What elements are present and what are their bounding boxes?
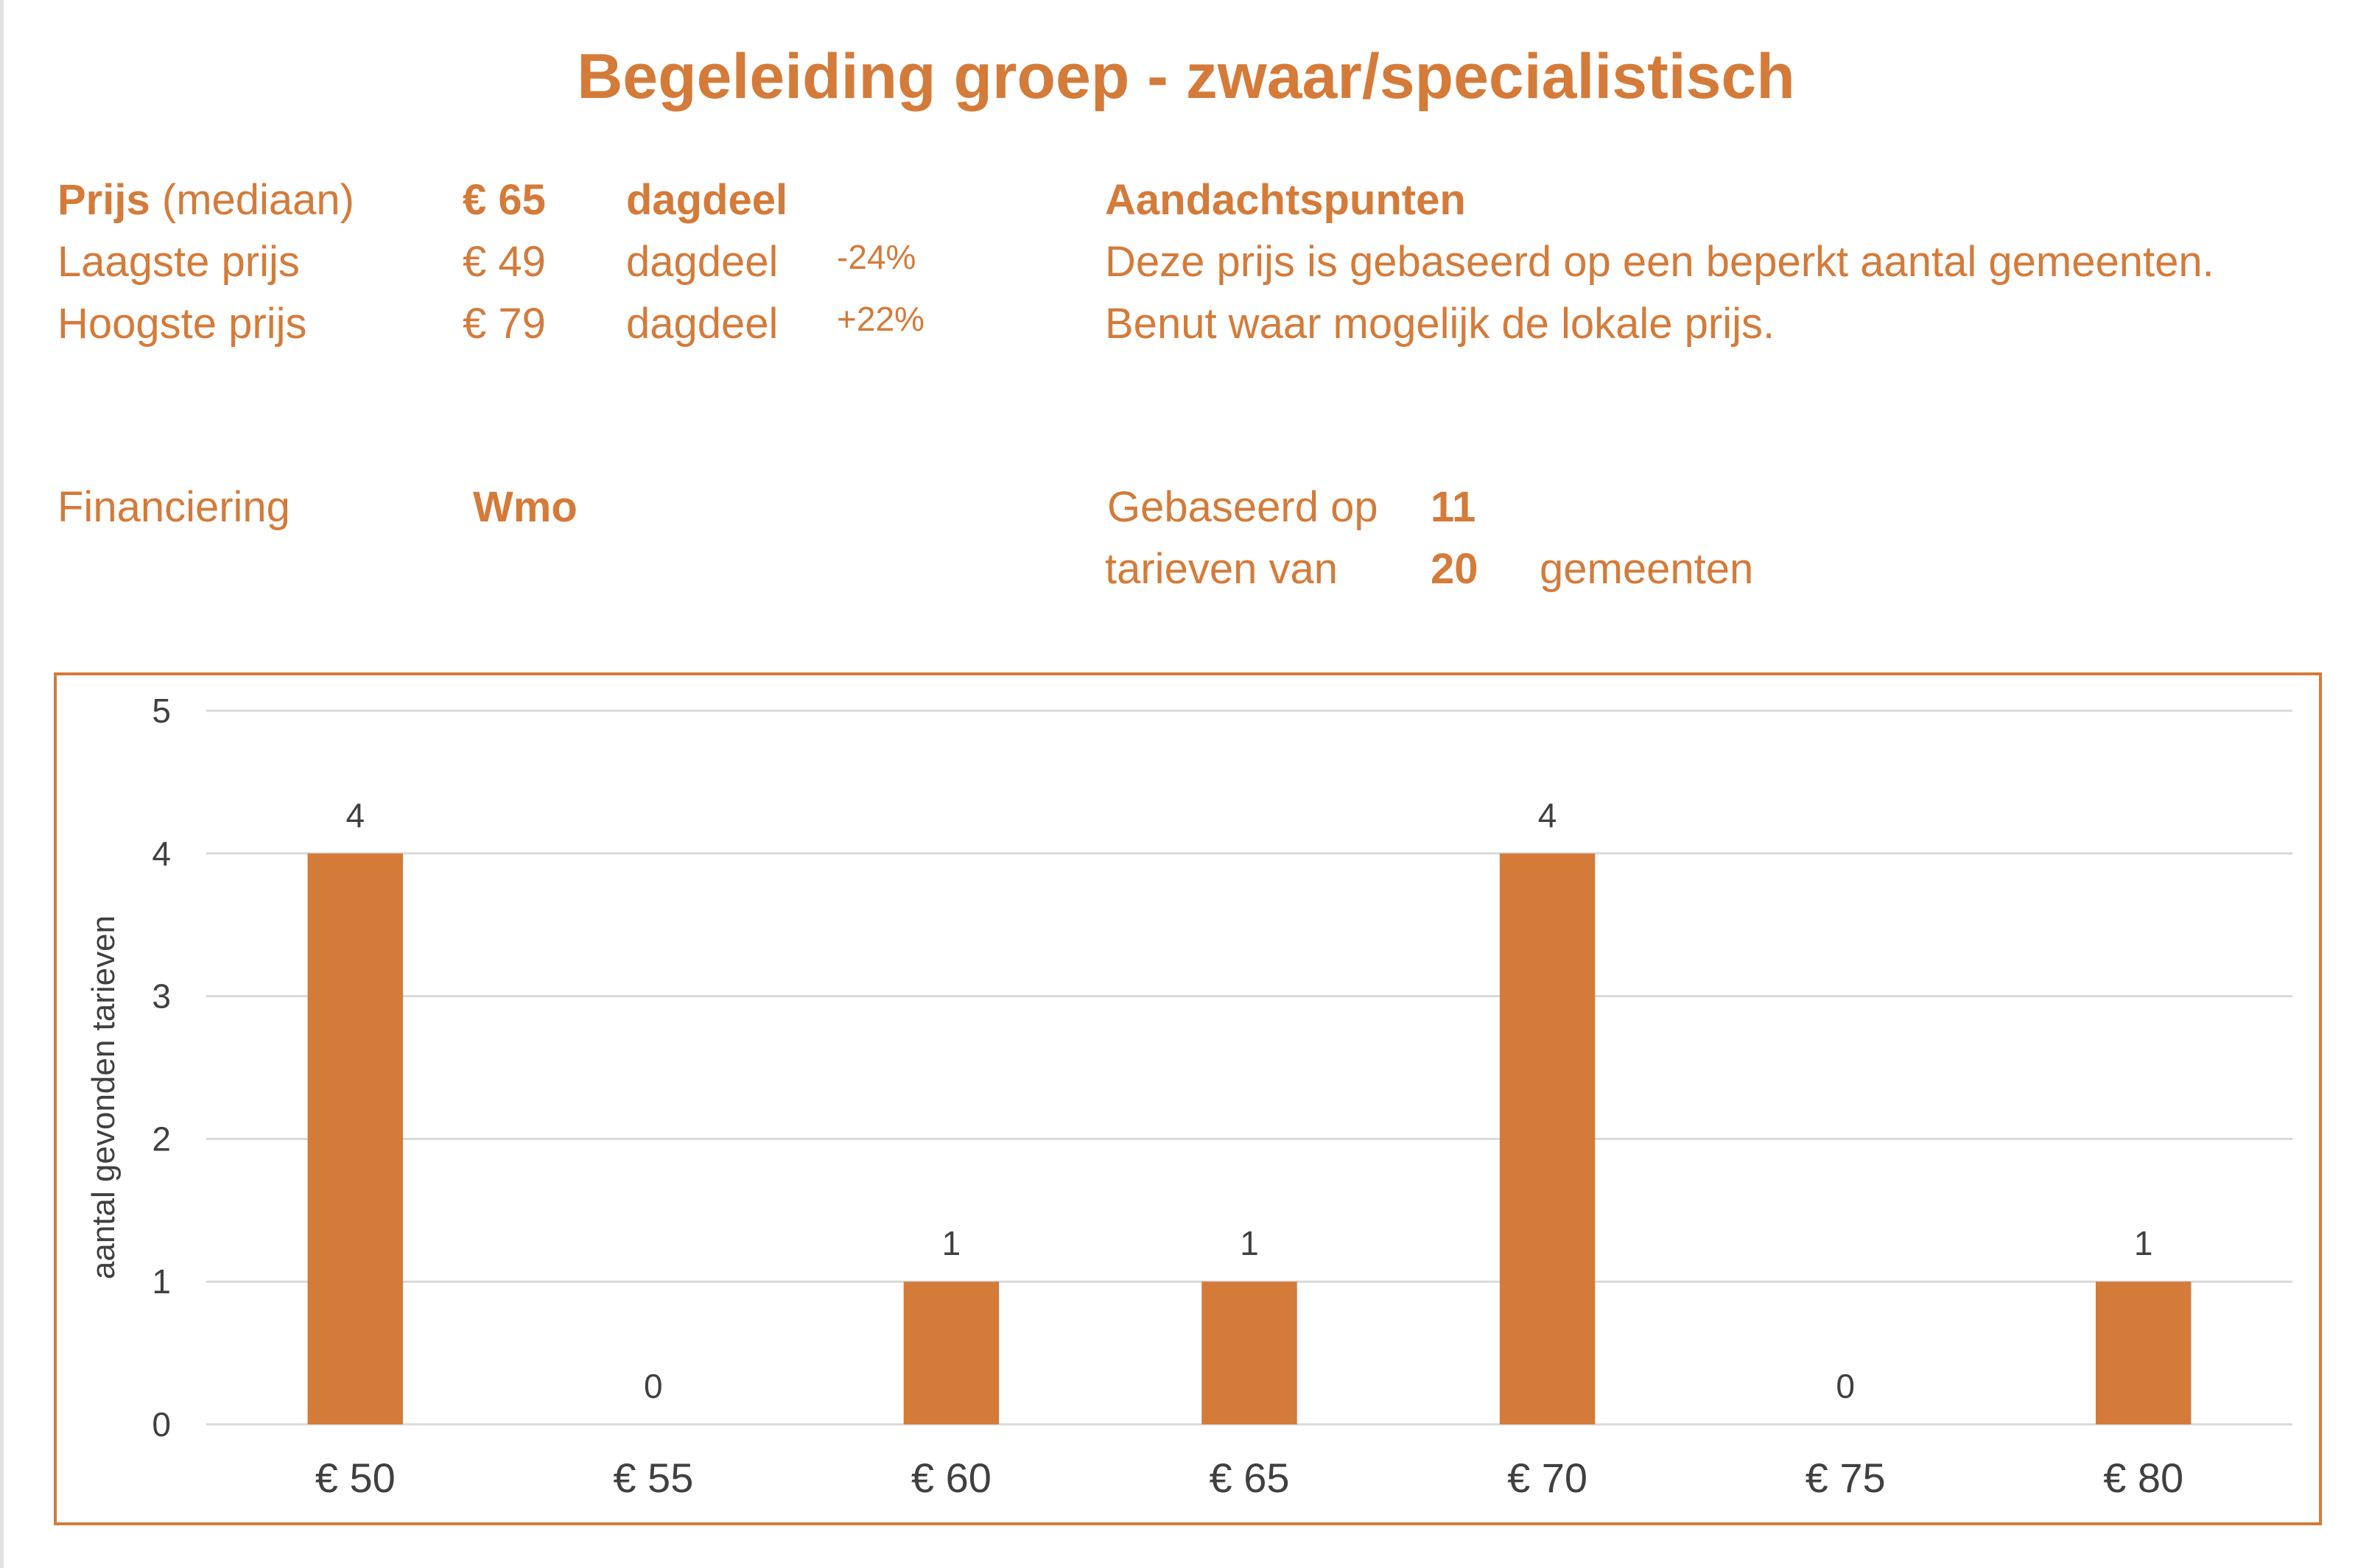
y-axis-label: aantal gevonden tarieven bbox=[85, 915, 122, 1279]
y-tick-label: 5 bbox=[152, 692, 171, 730]
low-price-pct: -24% bbox=[837, 238, 916, 276]
page-edge bbox=[0, 0, 4, 1568]
x-tick-label: € 60 bbox=[911, 1455, 992, 1501]
data-label: 4 bbox=[345, 796, 365, 834]
municipalities-count: 20 bbox=[1431, 545, 1478, 593]
notes-line-2: Benut waar mogelijk de lokale prijs. bbox=[1105, 300, 1775, 348]
chart-bars bbox=[307, 853, 2192, 1424]
y-tick-label: 0 bbox=[152, 1405, 171, 1444]
high-price-value: € 79 bbox=[463, 300, 546, 348]
low-price-label: Laagste prijs bbox=[57, 238, 300, 286]
x-tick-label: € 50 bbox=[315, 1455, 396, 1501]
x-tick-label: € 80 bbox=[2103, 1455, 2183, 1501]
x-tick-label: € 75 bbox=[1806, 1455, 1886, 1501]
high-price-unit: dagdeel bbox=[626, 300, 779, 348]
median-price-value: € 65 bbox=[463, 176, 546, 224]
median-label: Prijs bbox=[57, 176, 150, 224]
low-price-value: € 49 bbox=[463, 238, 546, 286]
y-tick-label: 1 bbox=[152, 1262, 171, 1301]
median-price-label: Prijs (mediaan) bbox=[57, 175, 354, 225]
x-tick-label: € 55 bbox=[613, 1455, 693, 1501]
bar bbox=[1201, 1282, 1297, 1424]
bar bbox=[1499, 853, 1596, 1424]
data-label: 0 bbox=[644, 1367, 663, 1405]
data-label: 4 bbox=[1538, 796, 1557, 834]
y-tick-label: 4 bbox=[152, 834, 171, 873]
data-label: 0 bbox=[1836, 1367, 1855, 1405]
data-labels: 4 0 1 1 4 0 1 bbox=[345, 796, 2152, 1405]
page-title: Begeleiding groep - zwaar/specialistisch bbox=[577, 41, 1795, 112]
y-tick-label: 2 bbox=[152, 1119, 171, 1158]
low-price-unit: dagdeel bbox=[626, 238, 779, 286]
rates-count: 11 bbox=[1431, 483, 1476, 531]
x-axis-ticks: € 50 € 55 € 60 € 65 € 70 € 75 € 80 bbox=[315, 1455, 2183, 1501]
notes-heading: Aandachtspunten bbox=[1105, 176, 1466, 224]
data-label: 1 bbox=[942, 1224, 961, 1262]
high-price-pct: +22% bbox=[837, 300, 924, 338]
data-label: 1 bbox=[2134, 1224, 2153, 1262]
bar bbox=[2095, 1282, 2192, 1424]
x-tick-label: € 70 bbox=[1507, 1455, 1587, 1501]
financing-label: Financiering bbox=[57, 483, 290, 531]
municipalities-label: gemeenten bbox=[1540, 545, 1754, 593]
high-price-label: Hoogste prijs bbox=[57, 300, 307, 348]
y-axis-ticks: 0 1 2 3 4 5 bbox=[152, 692, 171, 1444]
y-tick-label: 3 bbox=[152, 977, 171, 1016]
median-price-unit: dagdeel bbox=[626, 176, 788, 224]
bar bbox=[307, 853, 404, 1424]
basis-line2-label: tarieven van bbox=[1105, 545, 1338, 593]
notes-line-1: Deze prijs is gebaseerd op een beperkt a… bbox=[1105, 238, 2214, 286]
financing-value: Wmo bbox=[473, 483, 578, 531]
basis-line1-label: Gebaseerd op bbox=[1107, 483, 1378, 531]
chart-frame bbox=[54, 672, 2322, 1525]
data-label: 1 bbox=[1240, 1224, 1259, 1262]
median-suffix: (mediaan) bbox=[161, 176, 354, 224]
x-tick-label: € 65 bbox=[1210, 1455, 1290, 1501]
bar bbox=[903, 1282, 1000, 1424]
